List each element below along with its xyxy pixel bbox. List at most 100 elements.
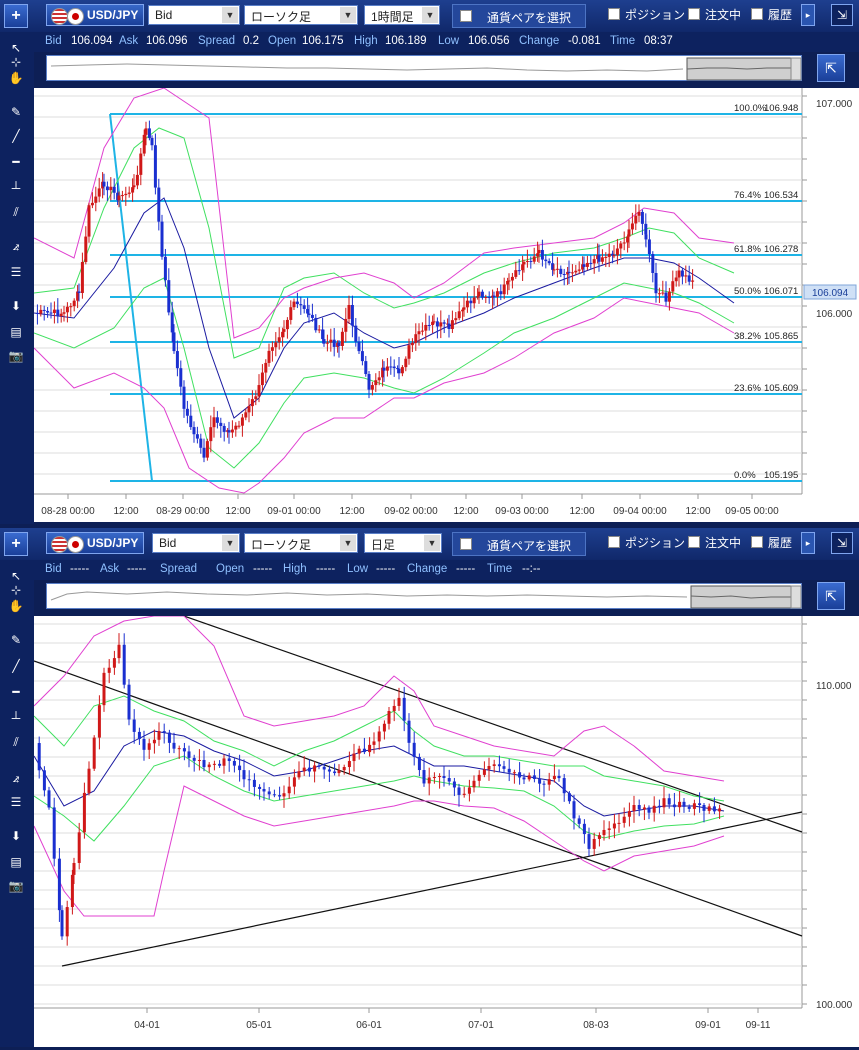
quote-bar: Bid 106.094 Ask 106.096 Spread 0.2 Open …: [34, 32, 859, 52]
expand-icon[interactable]: ⇱: [817, 54, 845, 82]
parallel-lines-icon[interactable]: ⫽: [13, 735, 19, 749]
add-chart-button[interactable]: +: [4, 4, 28, 28]
trendline-icon[interactable]: ╱: [12, 659, 20, 673]
chart-type-select[interactable]: ローソク足 ▼: [244, 533, 358, 553]
fib-retracement-icon[interactable]: ☰: [10, 265, 22, 279]
history-checkbox[interactable]: [751, 536, 763, 548]
spread-label: Spread: [198, 35, 236, 47]
hand-icon[interactable]: ✋: [8, 71, 24, 85]
arrow-down-icon[interactable]: ⬇: [10, 829, 22, 843]
bull-candle: [250, 399, 254, 407]
bull-candle: [207, 764, 211, 768]
positions-checkbox[interactable]: [608, 536, 620, 548]
bear-candle: [307, 767, 311, 772]
bull-candle: [461, 309, 465, 312]
collapse-icon[interactable]: ⇲: [831, 532, 853, 554]
vertical-line-icon[interactable]: ┴: [11, 711, 21, 725]
select-pair-box[interactable]: 通貨ペアを選択: [452, 4, 586, 28]
select-pair-checkbox[interactable]: [460, 10, 472, 22]
bear-candle: [682, 801, 686, 807]
high-value: -----: [316, 563, 336, 575]
bear-candle: [538, 779, 542, 784]
bull-candle: [292, 301, 296, 308]
change-value: -----: [456, 563, 476, 575]
positions-checkbox[interactable]: [608, 8, 620, 20]
bull-candle: [127, 192, 131, 194]
bull-candle: [287, 786, 291, 794]
bear-candle: [544, 259, 548, 262]
navigator-scroll-right[interactable]: [790, 585, 802, 609]
camera-icon[interactable]: 📷: [8, 349, 24, 363]
bull-candle: [552, 775, 556, 780]
bull-candle: [615, 248, 619, 256]
bear-candle: [332, 339, 336, 347]
crosshair-icon[interactable]: ⊹: [10, 55, 22, 69]
bull-candle: [274, 342, 278, 348]
select-pair-checkbox[interactable]: [460, 538, 472, 550]
bear-candle: [272, 794, 276, 796]
bull-candle: [117, 644, 121, 659]
toolbar-menu-button[interactable]: ▸: [801, 532, 815, 554]
bear-candle: [327, 769, 331, 772]
hand-icon[interactable]: ✋: [8, 599, 24, 613]
bear-candle: [637, 805, 641, 810]
expand-icon[interactable]: ⇱: [817, 582, 845, 610]
bull-candle: [337, 770, 341, 774]
bull-candle: [674, 277, 678, 282]
orders-checkbox[interactable]: [688, 8, 700, 20]
bear-candle: [651, 254, 655, 274]
horizontal-line-icon[interactable]: ━: [12, 155, 20, 169]
bear-candle: [698, 803, 702, 806]
fibonacci-icon[interactable]: ⦨: [12, 239, 20, 253]
timeframe-select[interactable]: 1時間足 ▼: [364, 5, 440, 25]
parallel-lines-icon[interactable]: ⫽: [13, 205, 19, 219]
navigator-scroll-right[interactable]: [790, 57, 802, 81]
bull-candle: [671, 281, 675, 292]
bear-candle: [522, 777, 526, 780]
collapse-icon[interactable]: ⇲: [831, 4, 853, 26]
bull-candle: [357, 748, 361, 754]
cursor-icon[interactable]: ↖: [10, 569, 22, 583]
pen-icon[interactable]: ✎: [10, 633, 22, 647]
daily-candlestick-chart[interactable]: 110.000 100.000 04-01 05-01 06-01 07-01 08-03 0…: [34, 616, 859, 1050]
cursor-icon[interactable]: ↖: [10, 41, 22, 55]
vertical-line-icon[interactable]: ┴: [11, 181, 21, 195]
plot-area: [34, 88, 802, 494]
timeframe-select[interactable]: 日足 ▼: [364, 533, 442, 553]
camera-icon[interactable]: 📷: [8, 879, 24, 893]
bear-candle: [551, 263, 555, 270]
bull-candle: [566, 271, 570, 275]
orders-checkbox[interactable]: [688, 536, 700, 548]
price-type-select[interactable]: Bid ▼: [152, 533, 240, 553]
bull-candle: [662, 798, 666, 808]
list-icon[interactable]: ▤: [10, 325, 22, 339]
price-type-select[interactable]: Bid ▼: [148, 5, 240, 25]
chart-navigator[interactable]: [46, 583, 802, 609]
chart-type-select[interactable]: ローソク足 ▼: [244, 5, 358, 25]
fibonacci-icon[interactable]: ⦨: [12, 771, 20, 785]
fib-retracement-icon[interactable]: ☰: [10, 795, 22, 809]
arrow-down-icon[interactable]: ⬇: [10, 299, 22, 313]
currency-pair-button[interactable]: USD/JPY: [46, 532, 144, 554]
horizontal-line-icon[interactable]: ━: [12, 685, 20, 699]
bull-candle: [329, 339, 333, 343]
select-pair-box[interactable]: 通貨ペアを選択: [452, 532, 586, 556]
fib-pct-label: 0.0%: [734, 470, 756, 481]
list-icon[interactable]: ▤: [10, 855, 22, 869]
chart-navigator[interactable]: [46, 55, 802, 81]
price-type-value: Bid: [159, 536, 177, 550]
trendline-icon[interactable]: ╱: [12, 129, 20, 143]
pen-icon[interactable]: ✎: [10, 105, 22, 119]
bear-candle: [469, 300, 473, 304]
fib-pct-label: 61.8%: [734, 244, 761, 255]
history-checkbox[interactable]: [751, 8, 763, 20]
currency-pair-button[interactable]: USD/JPY: [46, 4, 144, 26]
price-label: 110.000: [816, 681, 852, 692]
toolbar-menu-button[interactable]: ▸: [801, 4, 815, 26]
bull-candle: [574, 270, 578, 273]
bear-candle: [687, 275, 691, 282]
time-axis-area: [34, 1008, 859, 1047]
crosshair-icon[interactable]: ⊹: [10, 583, 22, 597]
add-chart-button[interactable]: +: [4, 532, 28, 556]
